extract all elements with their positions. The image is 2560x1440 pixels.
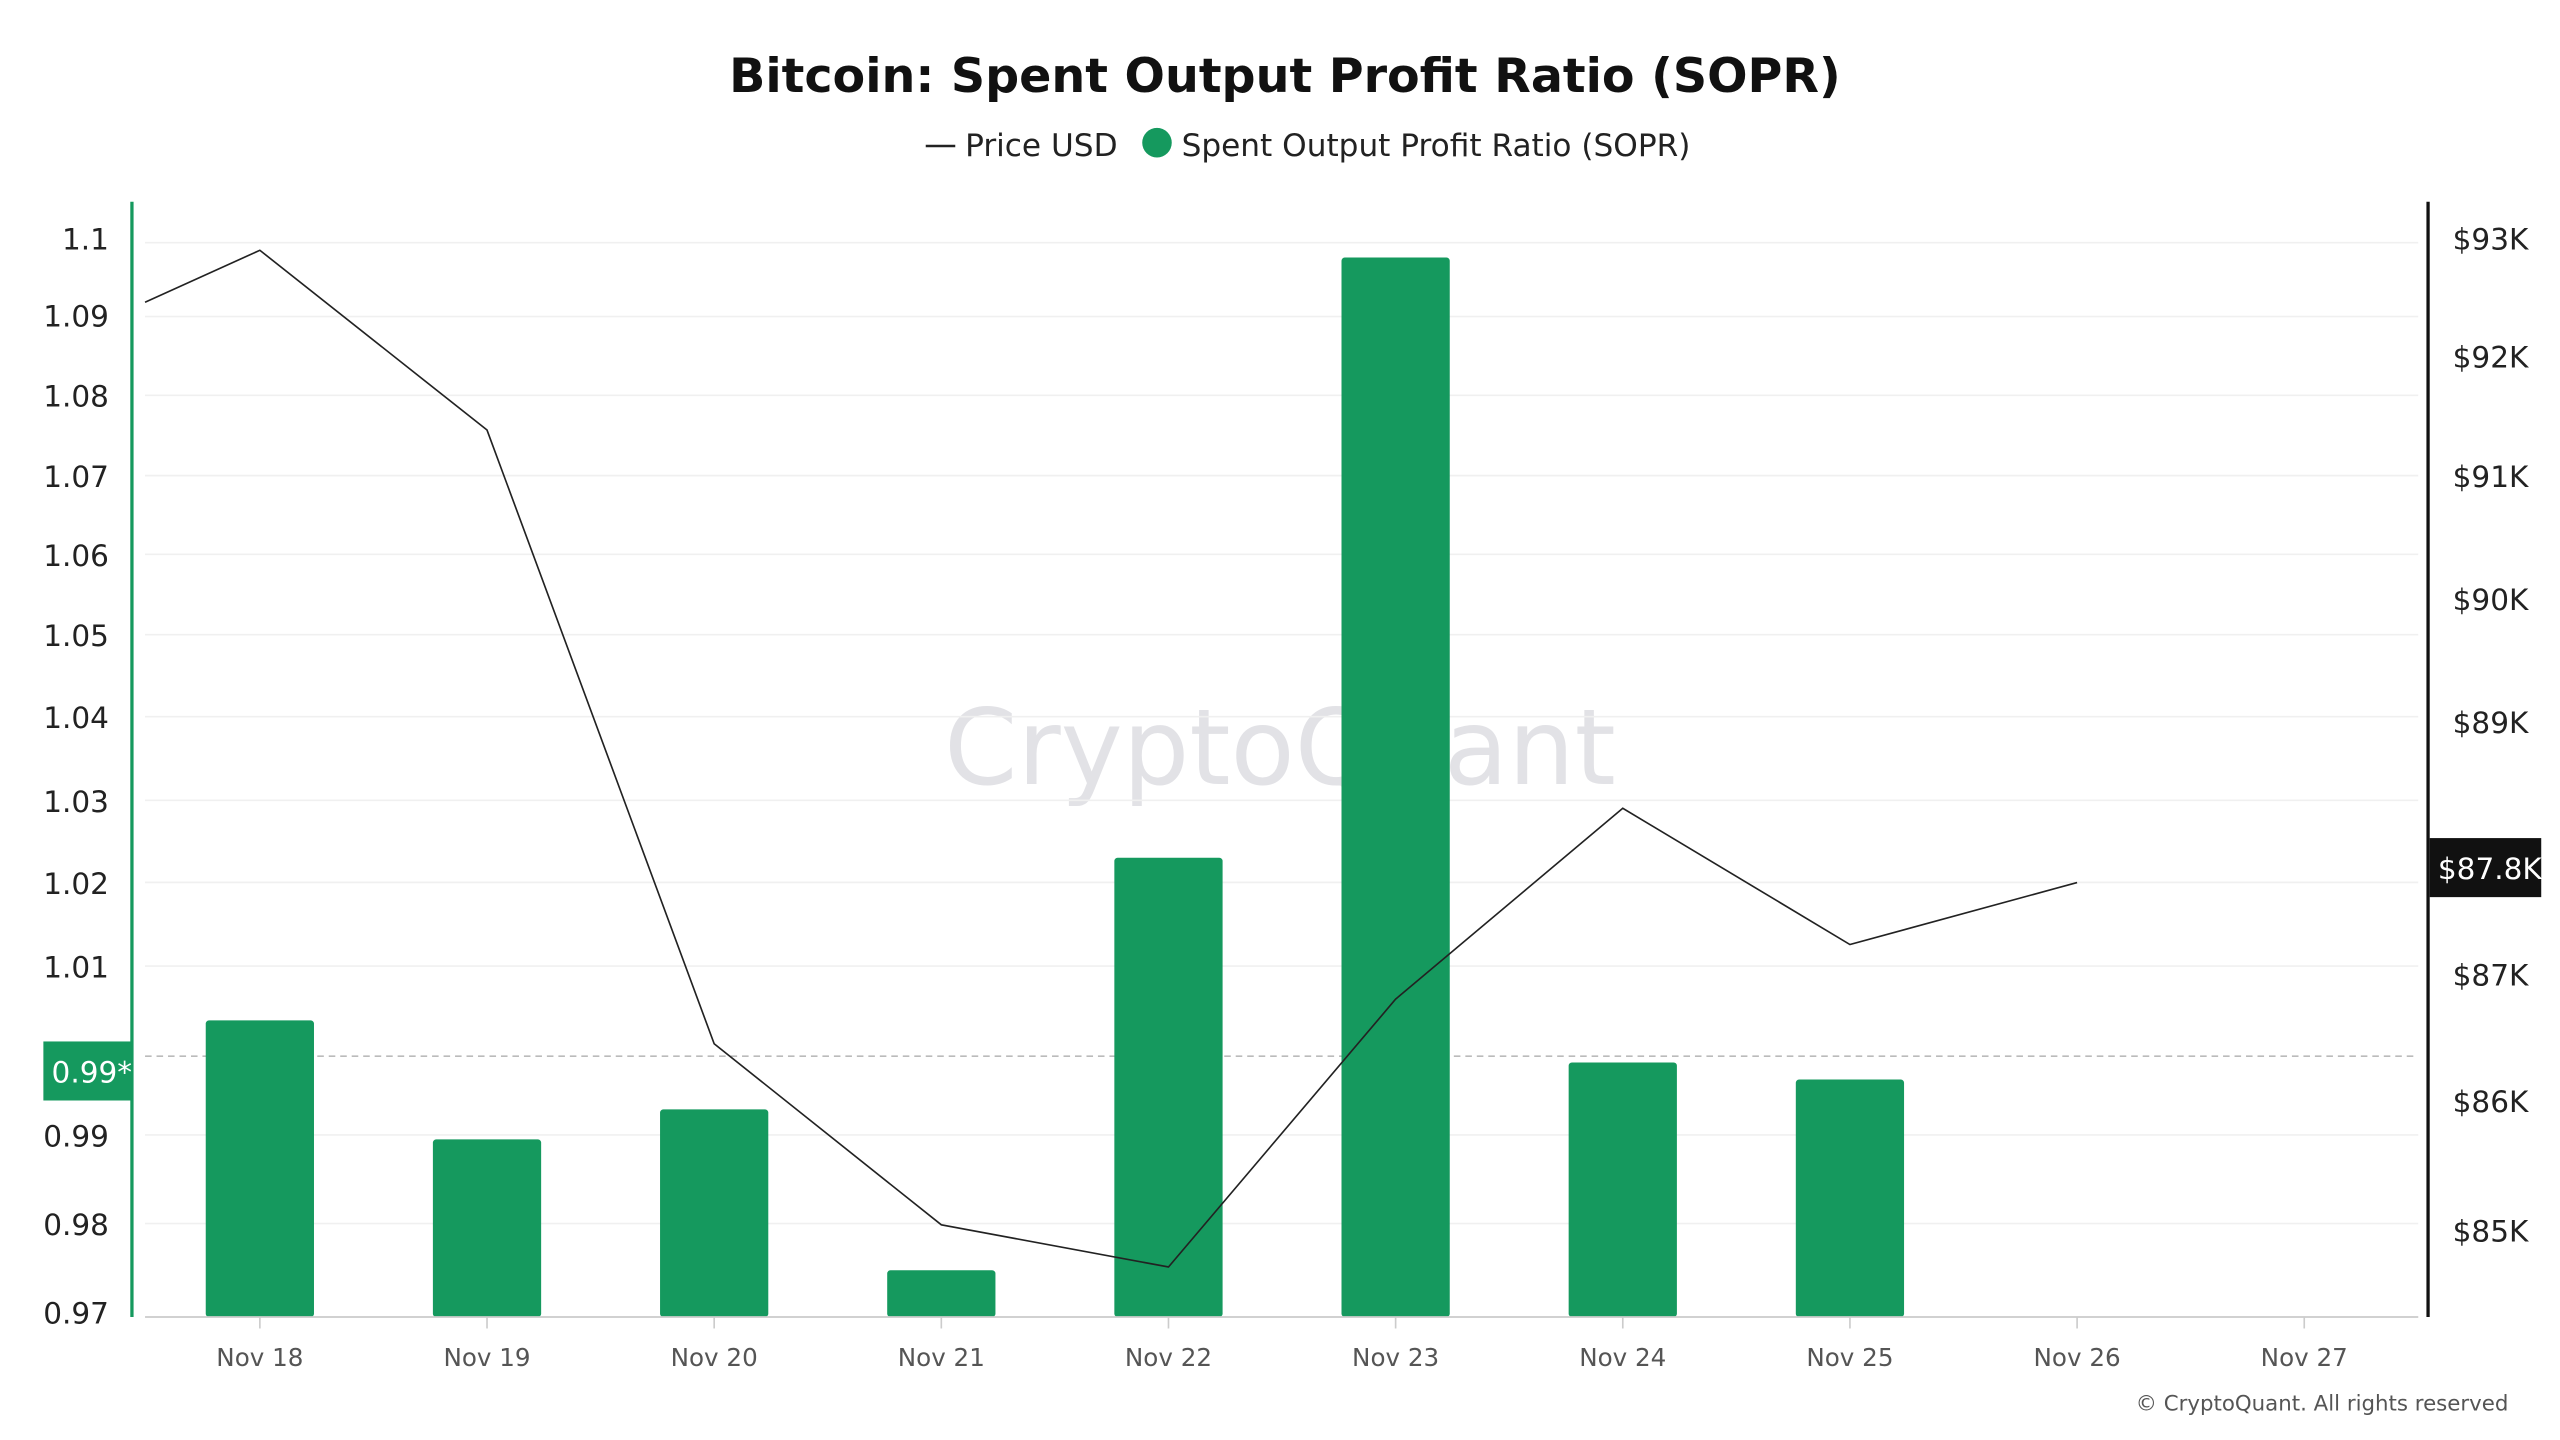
- chart-title: Bitcoin: Spent Output Profit Ratio (SOPR…: [729, 49, 1841, 104]
- x-tick-label: Nov 26: [2034, 1343, 2121, 1372]
- copyright: © CryptoQuant. All rights reserved: [2136, 1391, 2509, 1416]
- x-tick-label: Nov 22: [1125, 1343, 1212, 1372]
- current-sopr-badge-label: 0.99*: [52, 1055, 132, 1089]
- left-tick-label: 1.01: [43, 950, 109, 984]
- left-tick-label: 0.98: [43, 1208, 109, 1242]
- left-tick-label: 1.09: [43, 299, 109, 333]
- right-tick-label: $86K: [2453, 1085, 2529, 1119]
- sopr-bar-nov-23: [1341, 257, 1450, 1317]
- price-usd-line: [144, 249, 2078, 1268]
- x-tick-label: Nov 18: [216, 1343, 303, 1372]
- right-tick-label: $87K: [2453, 959, 2529, 993]
- watermark: CryptoQuant: [944, 687, 1616, 809]
- left-tick-label: 1.1: [62, 222, 109, 256]
- left-tick-label: 1.06: [43, 539, 109, 573]
- x-tick-label: Nov 24: [1579, 1343, 1666, 1372]
- left-tick-label: 1.03: [43, 785, 109, 819]
- current-sopr-badge: [43, 1041, 132, 1101]
- left-tick-label: 1.05: [43, 619, 109, 653]
- left-tick-label: 1.04: [43, 701, 109, 735]
- legend: Price USD Spent Output Profit Ratio (SOP…: [925, 127, 1691, 164]
- x-tick-label: Nov 20: [671, 1343, 758, 1372]
- sopr-bar-nov-25: [1795, 1079, 1905, 1317]
- x-tick-label: Nov 27: [2261, 1343, 2348, 1372]
- x-tick-label: Nov 21: [898, 1343, 985, 1372]
- x-tick-label: Nov 23: [1352, 1343, 1439, 1372]
- sopr-bar-nov-19: [432, 1139, 542, 1317]
- left-tick-label: 0.99: [43, 1119, 109, 1153]
- sopr-bar-nov-22: [1114, 857, 1223, 1317]
- left-tick-label: 1.08: [43, 380, 109, 414]
- sopr-bar-nov-24: [1568, 1062, 1677, 1317]
- sopr-bar-nov-21: [887, 1270, 996, 1317]
- sopr-bar-nov-18: [205, 1020, 314, 1317]
- current-price-badge: [2429, 838, 2542, 898]
- right-tick-label: $93K: [2453, 222, 2529, 256]
- right-tick-label: $89K: [2453, 706, 2529, 740]
- left-tick-label: 1.07: [43, 460, 109, 494]
- right-tick-label: $90K: [2453, 583, 2529, 617]
- right-tick-label: $91K: [2453, 460, 2529, 494]
- current-price-badge-label: $87.8K: [2438, 852, 2542, 886]
- left-tick-label: 1.02: [43, 867, 109, 901]
- legend-price-label[interactable]: Price USD: [965, 128, 1117, 164]
- right-tick-label: $85K: [2453, 1215, 2529, 1249]
- legend-sopr-dot-icon: [1142, 127, 1172, 158]
- x-tick-label: Nov 25: [1806, 1343, 1893, 1372]
- sopr-bar-nov-20: [660, 1109, 769, 1317]
- right-tick-label: $92K: [2453, 340, 2529, 374]
- left-tick-label: 0.97: [43, 1297, 109, 1331]
- legend-sopr-label[interactable]: Spent Output Profit Ratio (SOPR): [1182, 128, 1691, 164]
- x-tick-label: Nov 19: [443, 1343, 530, 1372]
